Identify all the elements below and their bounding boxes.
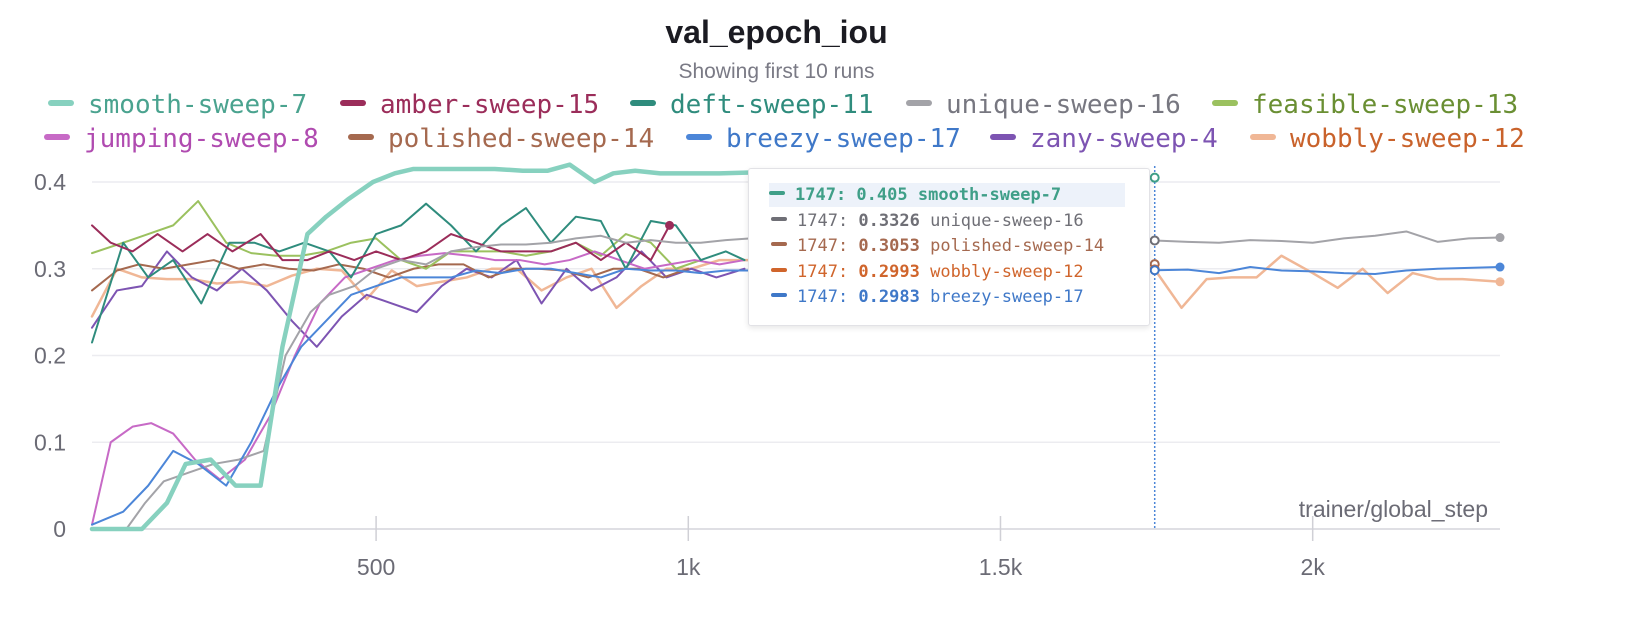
end-marker-breezy-sweep-17 <box>1495 262 1505 272</box>
legend-swatch <box>990 133 1016 140</box>
tooltip-row-polished-sweep-14: 1747: 0.3053 polished-sweep-14 <box>771 234 1127 258</box>
series-line-breezy-sweep-17[interactable] <box>1153 266 1501 275</box>
legend-item-breezy-sweep-17[interactable]: breezy-sweep-17 <box>686 124 961 154</box>
tooltip-step: 1747: <box>795 185 857 205</box>
y-tick-label: 0.1 <box>34 429 66 455</box>
x-tick-label: 1k <box>676 554 701 580</box>
legend-item-smooth-sweep-7[interactable]: smooth-sweep-7 <box>48 90 307 120</box>
series-line-amber-sweep-15[interactable] <box>91 224 671 262</box>
series-line-unique-sweep-16[interactable] <box>1153 230 1501 244</box>
legend-label: breezy-sweep-17 <box>726 124 961 154</box>
legend-label: feasible-sweep-13 <box>1252 90 1519 120</box>
legend-item-polished-sweep-14[interactable]: polished-sweep-14 <box>348 124 654 154</box>
legend-item-jumping-sweep-8[interactable]: jumping-sweep-8 <box>44 124 319 154</box>
tooltip-value: 0.2993 <box>858 261 920 282</box>
legend-swatch <box>686 133 712 140</box>
legend-swatch <box>48 99 74 106</box>
axes: 0 0.1 0.2 0.3 0.4 500 1k 1.5k 2k <box>34 166 1500 580</box>
series-line-zany-sweep-4[interactable] <box>91 250 746 348</box>
legend-label: deft-sweep-11 <box>670 90 874 120</box>
legend-swatch <box>44 133 70 140</box>
tooltip-swatch <box>771 242 787 246</box>
tooltip-value: 0.405 <box>856 185 908 205</box>
tooltip-swatch <box>771 216 787 221</box>
series-line-wobbly-sweep-12[interactable] <box>90 258 752 318</box>
tooltip-row-smooth-sweep-7: 1747: 0.405 smooth-sweep-7 <box>769 183 1125 207</box>
x-tick-label: 1.5k <box>979 554 1023 580</box>
chart-subtitle: Showing first 10 runs <box>678 60 875 83</box>
tooltip-run-name: breezy-sweep-17 <box>930 287 1084 307</box>
y-tick-label: 0.3 <box>34 256 66 282</box>
series-line-deft-sweep-11[interactable] <box>91 202 746 344</box>
hover-point-unique-sweep-16 <box>1149 235 1160 246</box>
series-line-breezy-sweep-17[interactable] <box>91 267 752 526</box>
tooltip-swatch <box>771 267 787 272</box>
tooltip-run-name: wobbly-sweep-12 <box>930 261 1084 282</box>
legend-swatch <box>340 99 366 106</box>
tooltip-row-breezy-sweep-17: 1747: 0.2983 breezy-sweep-17 <box>771 285 1127 309</box>
legend-item-deft-sweep-11[interactable]: deft-sweep-11 <box>630 90 874 120</box>
legend-item-unique-sweep-16[interactable]: unique-sweep-16 <box>906 90 1181 120</box>
series-line-smooth-sweep-7[interactable] <box>89 162 753 532</box>
tooltip-value: 0.3326 <box>858 210 920 231</box>
series-line-unique-sweep-16[interactable] <box>91 233 777 530</box>
tooltip-run-name: polished-sweep-14 <box>930 236 1105 256</box>
series-lines <box>89 162 1502 532</box>
y-tick-label: 0.2 <box>34 343 66 369</box>
series-line-polished-sweep-14[interactable] <box>91 259 690 292</box>
legend-label: jumping-sweep-8 <box>84 124 319 154</box>
chart-title: val_epoch_iou <box>665 14 888 50</box>
end-marker-wobbly-sweep-12 <box>1495 277 1505 287</box>
x-tick-label: 2k <box>1301 554 1326 580</box>
legend-item-feasible-sweep-13[interactable]: feasible-sweep-13 <box>1212 90 1518 120</box>
legend-label: unique-sweep-16 <box>946 90 1181 120</box>
tooltip-step: 1747: <box>797 210 859 231</box>
tooltip-step: 1747: <box>797 287 859 307</box>
y-tick-label: 0.4 <box>34 169 66 195</box>
legend-swatch <box>1250 133 1276 140</box>
series-line-jumping-sweep-8[interactable] <box>91 250 746 526</box>
tooltip-value: 0.2983 <box>858 287 920 307</box>
tooltip-swatch <box>769 191 785 195</box>
legend-label: polished-sweep-14 <box>388 124 655 154</box>
legend-label: zany-sweep-4 <box>1030 124 1218 154</box>
legend-swatch <box>906 99 932 106</box>
hover-tooltip: 1747: 0.405 smooth-sweep-7 1747: 0.3326 u… <box>748 168 1150 326</box>
legend-swatch <box>348 133 374 140</box>
series-line-wobbly-sweep-12[interactable] <box>1153 254 1502 310</box>
tooltip-row-wobbly-sweep-12: 1747: 0.2993 wobbly-sweep-12 <box>771 260 1127 284</box>
end-marker-amber-sweep-15 <box>665 220 675 230</box>
legend-item-amber-sweep-15[interactable]: amber-sweep-15 <box>340 90 599 120</box>
x-axis-label: trainer/global_step <box>1299 496 1488 522</box>
tooltip-run-name: smooth-sweep-7 <box>917 185 1062 205</box>
tooltip-step: 1747: <box>797 261 859 282</box>
end-marker-unique-sweep-16 <box>1495 233 1505 243</box>
legend-swatch <box>630 99 656 106</box>
hover-point-breezy-sweep-17 <box>1149 265 1160 276</box>
tooltip-swatch <box>771 293 787 297</box>
legend-item-zany-sweep-4[interactable]: zany-sweep-4 <box>990 124 1218 154</box>
series-markers <box>665 172 1505 287</box>
x-tick-label: 500 <box>357 554 395 580</box>
tooltip-run-name: unique-sweep-16 <box>930 210 1084 231</box>
y-tick-label: 0 <box>53 516 66 542</box>
tooltip-value: 0.3053 <box>858 236 920 256</box>
legend-label: smooth-sweep-7 <box>88 90 308 120</box>
legend-item-wobbly-sweep-12[interactable]: wobbly-sweep-12 <box>1250 124 1525 154</box>
legend-label: wobbly-sweep-12 <box>1290 124 1525 154</box>
tooltip-row-unique-sweep-16: 1747: 0.3326 unique-sweep-16 <box>771 209 1127 233</box>
tooltip-step: 1747: <box>797 236 859 256</box>
legend-label: amber-sweep-15 <box>380 90 600 120</box>
legend-swatch <box>1212 99 1238 106</box>
hover-point-smooth-sweep-7 <box>1149 172 1160 183</box>
